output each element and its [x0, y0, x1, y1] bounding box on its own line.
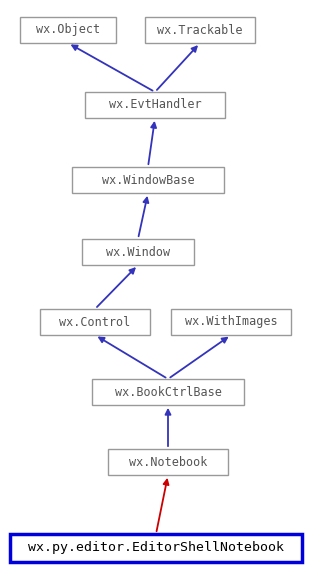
Bar: [40, 309, 150, 335]
Text: wx.EvtHandler: wx.EvtHandler: [109, 99, 201, 112]
Bar: [171, 309, 291, 335]
Bar: [92, 379, 244, 405]
Text: wx.py.editor.EditorShellNotebook: wx.py.editor.EditorShellNotebook: [28, 541, 284, 554]
Text: wx.Notebook: wx.Notebook: [129, 456, 207, 468]
Bar: [85, 92, 225, 118]
Text: wx.Window: wx.Window: [106, 246, 170, 259]
Text: wx.WindowBase: wx.WindowBase: [102, 174, 194, 187]
Bar: [20, 17, 116, 43]
Text: wx.Object: wx.Object: [36, 23, 100, 37]
Text: wx.Control: wx.Control: [59, 315, 131, 328]
Text: wx.Trackable: wx.Trackable: [157, 23, 243, 37]
Bar: [82, 239, 194, 265]
Text: wx.BookCtrlBase: wx.BookCtrlBase: [114, 386, 221, 399]
Bar: [108, 449, 228, 475]
Bar: [72, 167, 224, 193]
Bar: [10, 534, 302, 562]
Bar: [145, 17, 255, 43]
Text: wx.WithImages: wx.WithImages: [185, 315, 277, 328]
